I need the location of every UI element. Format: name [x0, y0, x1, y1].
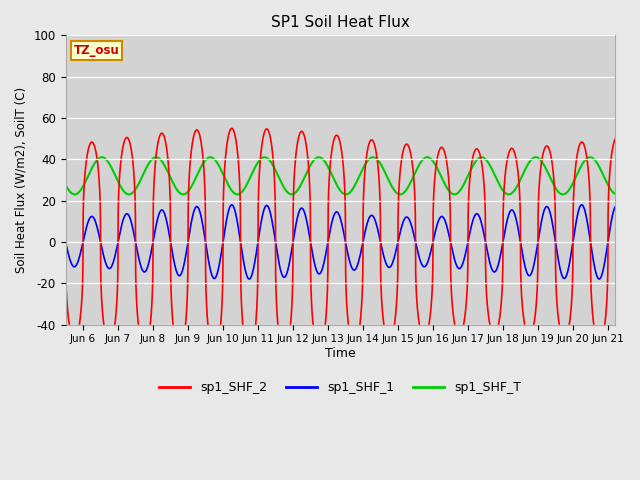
sp1_SHF_T: [611, 191, 619, 197]
Line: sp1_SHF_1: sp1_SHF_1: [65, 205, 615, 279]
sp1_SHF_T: [272, 168, 280, 173]
sp1_SHF_1: [61, 239, 69, 245]
sp1_SHF_1: [578, 202, 586, 208]
sp1_SHF_1: [161, 213, 169, 219]
sp1_SHF_T: [514, 183, 522, 189]
Line: sp1_SHF_T: sp1_SHF_T: [65, 157, 615, 194]
sp1_SHF_1: [595, 276, 603, 282]
sp1_SHF_1: [513, 221, 521, 227]
sp1_SHF_2: [272, 272, 280, 278]
Legend: sp1_SHF_2, sp1_SHF_1, sp1_SHF_T: sp1_SHF_2, sp1_SHF_1, sp1_SHF_T: [154, 376, 527, 399]
sp1_SHF_2: [611, 137, 619, 143]
sp1_SHF_2: [419, 335, 427, 340]
sp1_SHF_2: [392, 315, 399, 321]
sp1_SHF_T: [369, 155, 377, 160]
Line: sp1_SHF_2: sp1_SHF_2: [65, 128, 615, 356]
sp1_SHF_T: [61, 182, 69, 188]
sp1_SHF_T: [125, 192, 132, 197]
Y-axis label: Soil Heat Flux (W/m2), SoilT (C): Soil Heat Flux (W/m2), SoilT (C): [15, 87, 28, 273]
sp1_SHF_2: [161, 138, 169, 144]
sp1_SHF_T: [161, 164, 169, 170]
sp1_SHF_T: [419, 156, 427, 162]
Title: SP1 Soil Heat Flux: SP1 Soil Heat Flux: [271, 15, 410, 30]
X-axis label: Time: Time: [325, 347, 356, 360]
sp1_SHF_2: [246, 353, 253, 359]
sp1_SHF_2: [228, 125, 236, 131]
sp1_SHF_2: [472, 146, 479, 152]
sp1_SHF_2: [514, 165, 522, 170]
sp1_SHF_1: [611, 204, 619, 210]
sp1_SHF_2: [61, 239, 69, 245]
sp1_SHF_1: [419, 263, 427, 269]
sp1_SHF_T: [472, 158, 479, 164]
sp1_SHF_T: [392, 189, 399, 194]
Text: TZ_osu: TZ_osu: [74, 44, 120, 57]
sp1_SHF_1: [271, 239, 279, 244]
sp1_SHF_1: [391, 252, 399, 258]
sp1_SHF_1: [472, 212, 479, 217]
